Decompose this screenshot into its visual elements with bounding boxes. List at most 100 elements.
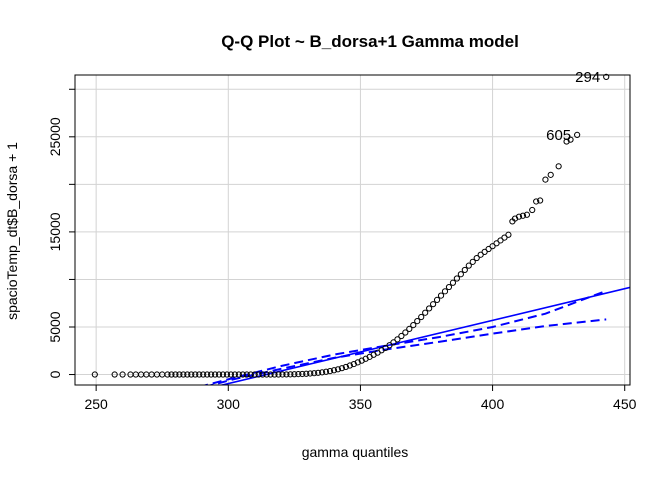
- data-point: [322, 368, 330, 375]
- data-point: [519, 212, 527, 219]
- data-point: [172, 371, 179, 378]
- data-point: [453, 275, 460, 282]
- data-point: [394, 336, 401, 343]
- data-point: [481, 248, 488, 255]
- data-point: [533, 198, 540, 205]
- data-point: [469, 258, 476, 265]
- data-point: [537, 197, 544, 204]
- data-point: [200, 371, 207, 378]
- data-point: [555, 163, 562, 170]
- data-point: [235, 371, 242, 378]
- data-point: [247, 371, 254, 378]
- data-point: [299, 370, 306, 378]
- data-point: [501, 234, 508, 241]
- data-point: [390, 339, 397, 346]
- data-point: [111, 371, 118, 378]
- data-point: [457, 271, 464, 278]
- data-point: [279, 371, 286, 378]
- data-point: [319, 369, 326, 376]
- data-point: [259, 371, 266, 378]
- data-point: [219, 371, 227, 378]
- data-point: [489, 243, 496, 250]
- point-annotations: 294 605: [546, 69, 600, 144]
- data-point: [542, 176, 549, 183]
- x-axis: 250 300 350 400 450: [84, 384, 637, 412]
- x-tick-label: 300: [217, 396, 241, 412]
- data-point: [303, 370, 310, 377]
- data-point: [430, 301, 437, 308]
- data-point: [346, 362, 353, 369]
- data-point: [204, 371, 211, 378]
- x-tick-label: 250: [84, 396, 108, 412]
- chart-title: Q-Q Plot ~ B_dorsa+1 Gamma model: [221, 32, 519, 51]
- reference-line: [218, 286, 630, 385]
- data-point: [188, 371, 195, 378]
- data-point: [422, 309, 429, 316]
- data-point: [461, 266, 468, 274]
- data-point: [473, 254, 480, 262]
- x-tick-label: 450: [613, 396, 637, 412]
- grid-lines: [75, 75, 630, 385]
- y-axis-label: spacioTemp_dt$B_dorsa + 1: [4, 142, 20, 320]
- data-point: [465, 262, 472, 269]
- data-point: [267, 371, 274, 378]
- data-point: [515, 213, 523, 220]
- data-point: [227, 371, 235, 378]
- data-point: [176, 371, 183, 378]
- data-point: [287, 371, 294, 378]
- data-point: [283, 371, 290, 378]
- y-tick-label: 0: [47, 370, 63, 378]
- data-point: [574, 131, 581, 139]
- data-point: [437, 292, 445, 299]
- data-point: [295, 371, 302, 378]
- data-point: [215, 371, 223, 378]
- x-tick-label: 400: [481, 396, 505, 412]
- data-point: [402, 329, 409, 336]
- data-point: [477, 251, 484, 258]
- point-annotation: 294: [575, 69, 600, 86]
- point-annotation: 605: [546, 127, 571, 144]
- data-point: [426, 305, 433, 312]
- data-point: [485, 245, 492, 253]
- data-point: [398, 332, 405, 340]
- data-point: [239, 371, 246, 378]
- data-point: [251, 371, 258, 378]
- y-tick-label: 5000: [47, 311, 63, 342]
- data-point: [414, 317, 421, 325]
- envelope-upper: [202, 289, 607, 385]
- data-point: [168, 371, 175, 378]
- data-point: [255, 371, 262, 378]
- data-point: [547, 171, 554, 178]
- data-point: [529, 206, 536, 214]
- data-point: [497, 237, 504, 244]
- data-point: [184, 371, 191, 378]
- data-point: [334, 366, 342, 373]
- data-point: [91, 371, 98, 378]
- x-axis-label: gamma quantiles: [302, 444, 409, 460]
- data-point: [433, 296, 441, 303]
- data-points: [91, 73, 610, 378]
- reference-line-group: [218, 286, 630, 385]
- data-point: [211, 371, 219, 378]
- y-tick-label: 15000: [47, 212, 63, 251]
- data-point: [223, 371, 231, 378]
- data-point: [350, 360, 357, 368]
- y-tick-label: 25000: [47, 117, 63, 156]
- data-point: [315, 369, 322, 376]
- data-point: [338, 365, 346, 372]
- data-point: [208, 371, 215, 378]
- y-axis: 0 5000 15000 25000: [47, 88, 76, 378]
- data-point: [449, 279, 457, 286]
- data-point: [406, 325, 413, 332]
- data-point: [307, 370, 314, 377]
- data-point: [445, 283, 453, 291]
- x-tick-label: 350: [349, 396, 373, 412]
- data-point: [180, 371, 187, 378]
- data-point: [119, 371, 126, 378]
- data-point: [410, 321, 417, 329]
- data-point: [192, 371, 199, 378]
- data-point: [523, 211, 531, 218]
- data-point: [418, 313, 425, 321]
- data-point: [243, 371, 250, 378]
